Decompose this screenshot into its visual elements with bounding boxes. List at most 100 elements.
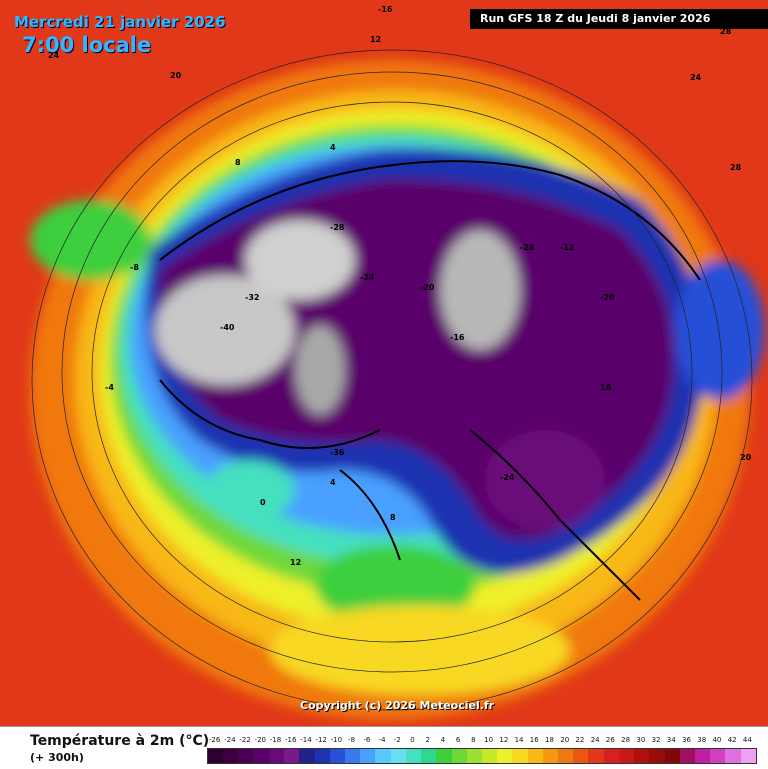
legend-value-label: -6 — [363, 736, 371, 744]
legend-value-label: 18 — [545, 736, 554, 744]
legend-title: Température à 2m (°C) — [30, 733, 210, 749]
temperature-field — [30, 60, 765, 720]
legend-value-label: -26 — [208, 736, 221, 744]
legend-swatch — [710, 749, 726, 763]
legend-panel: Température à 2m (°C) (+ 300h) -26 -24 -22… — [0, 726, 768, 769]
legend-value-label: -4 — [378, 736, 386, 744]
legend-value-label: 40 — [712, 736, 722, 744]
legend-value-label: 2 — [425, 736, 430, 744]
temperature-value-label: 0 — [260, 498, 266, 507]
legend-swatch — [725, 749, 741, 763]
legend-value-label: -16 — [285, 736, 297, 744]
forecast-date: Mercredi 21 janvier 2026 — [14, 13, 226, 31]
legend-value-label: 14 — [514, 736, 524, 744]
legend-swatch — [253, 749, 269, 763]
temperature-value-label: -24 — [500, 473, 515, 482]
copyright-notice: Copyright (c) 2026 Meteociel.fr — [300, 699, 495, 712]
temperature-value-label: 20 — [170, 71, 182, 80]
legend-swatch — [542, 749, 559, 763]
legend-value-label: 30 — [636, 736, 646, 744]
map-value-labels: -161220242884-28-24-32-40-20-12-8-4016-3… — [48, 5, 752, 567]
legend-swatch — [299, 749, 315, 763]
temperature-value-label: 24 — [48, 51, 60, 60]
temperature-value-label: -16 — [378, 5, 393, 14]
legend-value-label: 34 — [666, 736, 676, 744]
temperature-value-label: 8 — [235, 158, 241, 167]
legend-swatch — [375, 749, 391, 763]
legend-value-label: 44 — [742, 736, 752, 744]
legend-swatch — [436, 749, 452, 763]
legend-value-label: 0 — [410, 736, 415, 744]
legend-value-label: 22 — [575, 736, 585, 744]
temperature-value-label: -24 — [360, 273, 375, 282]
legend-value-label: -12 — [315, 736, 327, 744]
temperature-map: -16 12 20 24 28 8 4 -28 -24 -32 -40 -20 -12 -8 -4 0 16 -3… — [0, 0, 768, 726]
legend-scale-labels: -26 -24 -22 -20 -18 -16 -14 -12 -10 -8 -6 -4 -2 0 2 4 6 8… — [207, 736, 755, 746]
legend-swatch — [284, 749, 300, 763]
legend-value-label: 6 — [455, 736, 461, 744]
legend-swatch — [588, 749, 604, 763]
legend-swatch — [695, 749, 711, 763]
temperature-value-label: 28 — [730, 163, 742, 172]
temperature-value-label: 20 — [740, 453, 752, 462]
temperature-value-label: -12 — [560, 243, 574, 252]
temperature-value-label: 12 — [290, 558, 301, 567]
temperature-value-label: 28 — [720, 27, 732, 36]
temperature-value-label: -32 — [245, 293, 259, 302]
legend-value-label: 20 — [560, 736, 570, 744]
legend-swatch — [421, 749, 437, 763]
temperature-value-label: -28 — [330, 223, 345, 232]
legend-swatch — [740, 749, 756, 763]
legend-value-label: -20 — [254, 736, 266, 744]
temperature-value-label: -16 — [450, 333, 465, 342]
legend-value-label: -24 — [224, 736, 236, 744]
legend-swatch — [223, 749, 239, 763]
isotherm-lines — [31, 49, 753, 711]
temperature-value-label: -8 — [130, 263, 139, 272]
temperature-value-label: -28 — [520, 243, 535, 252]
legend-value-label: 36 — [682, 736, 691, 744]
legend-value-label: -18 — [269, 736, 282, 744]
legend-value-label: -2 — [393, 736, 401, 744]
legend-value-label: 4 — [440, 736, 446, 744]
temperature-value-label: -40 — [220, 323, 235, 332]
legend-value-label: 26 — [605, 736, 615, 744]
legend-swatch — [238, 749, 254, 763]
legend-swatch — [618, 749, 635, 763]
legend-swatch — [634, 749, 650, 763]
coastlines — [159, 160, 701, 601]
legend-value-label: 42 — [727, 736, 737, 744]
temperature-value-label: -20 — [420, 283, 435, 292]
legend-color-bar — [207, 748, 757, 764]
legend-value-label: 10 — [484, 736, 494, 744]
legend-swatch — [558, 749, 574, 763]
legend-swatch — [344, 749, 361, 763]
legend-swatch — [314, 749, 330, 763]
legend-swatch — [527, 749, 543, 763]
map-canvas: -161220242884-28-24-32-40-20-12-8-4016-3… — [0, 0, 768, 726]
model-run-info: Run GFS 18 Z du Jeudi 8 janvier 2026 — [470, 9, 768, 29]
legend-value-label: 12 — [499, 736, 509, 744]
legend-swatch — [451, 749, 467, 763]
legend-swatch — [679, 749, 695, 763]
legend-value-label: 16 — [529, 736, 539, 744]
legend-swatch — [208, 749, 224, 763]
legend-swatch — [405, 749, 422, 763]
temperature-value-label: 24 — [690, 73, 702, 82]
forecast-time: 7:00 locale — [22, 33, 152, 57]
legend-value-label: -10 — [330, 736, 343, 744]
legend-value-label: 28 — [621, 736, 631, 744]
legend-swatch — [497, 749, 513, 763]
legend-swatch — [360, 749, 376, 763]
legend-value-label: 32 — [651, 736, 661, 744]
legend-swatch — [481, 749, 498, 763]
legend-value-label: 24 — [590, 736, 600, 744]
legend-value-label: 8 — [471, 736, 476, 744]
legend-swatch — [664, 749, 680, 763]
temperature-value-label: 4 — [330, 478, 336, 487]
temperature-value-label: 12 — [370, 35, 381, 44]
legend-swatch — [573, 749, 589, 763]
legend-swatch — [649, 749, 665, 763]
legend-value-label: -8 — [348, 736, 356, 744]
legend-swatch — [466, 749, 482, 763]
